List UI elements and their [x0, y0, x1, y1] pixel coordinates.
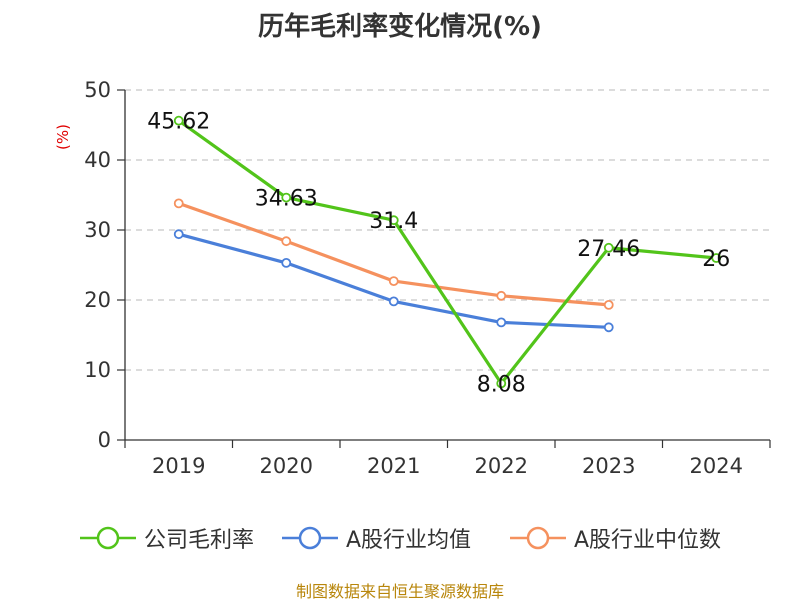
legend-item-company[interactable]: 公司毛利率: [80, 518, 254, 558]
y-tick-label: 20: [84, 288, 111, 312]
legend-circle: [298, 526, 322, 550]
data-label: 34.63: [255, 187, 318, 212]
legend-marker-company: [80, 526, 136, 550]
y-tick-label: 50: [84, 78, 111, 102]
data-point-industry-mean: [496, 317, 507, 328]
data-point-industry-median: [281, 236, 292, 247]
legend-circle: [526, 526, 550, 550]
legend-label-industry-median: A股行业中位数: [574, 528, 722, 553]
data-point-company-gross-margin: [281, 192, 292, 203]
x-tick-label: 2020: [260, 454, 313, 478]
data-point-company-gross-margin: [711, 253, 722, 263]
data-point-industry-mean: [281, 257, 292, 268]
legend-circle: [96, 526, 120, 550]
legend: 公司毛利率 A股行业均值 A股行业中位数: [0, 518, 800, 558]
data-point-industry-median: [496, 290, 507, 301]
data-label: 31.4: [369, 209, 418, 234]
x-tick-label: 2023: [582, 454, 635, 478]
x-tick-label: 2021: [367, 454, 420, 478]
legend-label-company: 公司毛利率: [144, 528, 255, 553]
legend-marker-industry-median: [510, 526, 566, 550]
y-tick-label: 10: [84, 358, 111, 382]
data-point-company-gross-margin: [388, 215, 399, 226]
data-point-company-gross-margin: [603, 242, 614, 253]
data-point-industry-median: [603, 299, 614, 310]
data-point-company-gross-margin: [496, 378, 507, 389]
legend-marker-industry-mean: [282, 526, 338, 550]
series-line-company-gross-margin: [177, 119, 717, 386]
data-label: 8.08: [477, 372, 526, 397]
data-point-industry-mean: [173, 229, 184, 240]
data-label: 27.46: [577, 237, 640, 262]
y-tick-label: 0: [98, 428, 111, 452]
data-point-industry-mean: [388, 296, 399, 307]
legend-item-industry-median[interactable]: A股行业中位数: [510, 518, 721, 558]
x-tick-label: 2022: [475, 454, 528, 478]
data-point-industry-median: [173, 198, 184, 209]
data-point-industry-median: [388, 276, 399, 287]
chart-title: 历年毛利率变化情况(%): [258, 12, 542, 42]
x-tick-label: 2024: [690, 454, 743, 478]
data-point-company-gross-margin: [173, 115, 184, 126]
data-point-industry-mean: [603, 322, 614, 333]
y-tick-label: 30: [84, 218, 111, 242]
data-label: 45.62: [147, 110, 210, 135]
data-label: 26: [702, 247, 730, 272]
legend-label-industry-mean: A股行业均值: [346, 528, 472, 553]
line-chart: 0 10 20 30 40 50 2019 2020 2021 2022 2023 2024 45.62…: [84, 78, 771, 478]
x-tick-label: 2019: [152, 454, 205, 478]
data-source-footer: 制图数据来自恒生聚源数据库: [295, 582, 504, 601]
legend-item-industry-mean[interactable]: A股行业均值: [282, 518, 471, 558]
y-tick-label: 40: [84, 148, 111, 172]
